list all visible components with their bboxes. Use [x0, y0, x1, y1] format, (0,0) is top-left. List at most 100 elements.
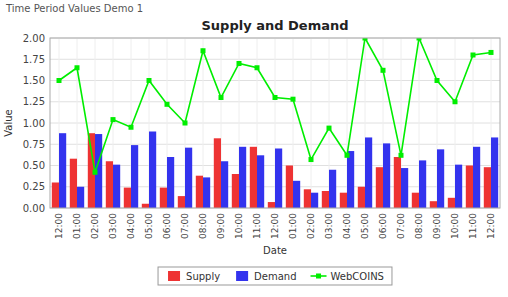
bar — [376, 167, 383, 208]
x-grid-line — [311, 38, 312, 208]
bar — [239, 147, 246, 208]
marker — [453, 99, 458, 104]
x-tick-label: 06:00 — [378, 213, 388, 239]
y-tick-label: 1.25 — [23, 96, 45, 107]
bar — [286, 166, 293, 209]
plot-area — [50, 38, 500, 208]
bar — [124, 188, 131, 208]
x-tick-label: 09:00 — [216, 213, 226, 239]
bar — [185, 148, 192, 208]
bar — [448, 198, 455, 208]
bar — [275, 149, 282, 209]
y-tick-label: 2.00 — [23, 33, 45, 44]
x-tick-label: 01:00 — [288, 213, 298, 239]
bar — [322, 191, 329, 208]
marker — [309, 157, 314, 162]
bar — [491, 137, 498, 208]
marker — [489, 50, 494, 55]
bar — [178, 196, 185, 208]
bar — [304, 189, 311, 208]
bar — [113, 165, 120, 208]
bar — [149, 132, 156, 209]
y-tick-label: 0.75 — [23, 139, 45, 150]
y-tick-label: 1.75 — [23, 54, 45, 65]
x-tick-label: 12:00 — [54, 213, 64, 239]
x-tick-label: 11:00 — [252, 213, 262, 239]
chart: Time Period Values Demo 1 Supply and Dema… — [0, 0, 508, 297]
x-tick-label: 01:00 — [72, 213, 82, 239]
annotation: Time Period Values Demo 1 — [5, 3, 143, 14]
marker — [435, 78, 440, 83]
marker — [273, 95, 278, 100]
x-tick-label: 11:00 — [468, 213, 478, 239]
x-tick-label: 03:00 — [324, 213, 334, 239]
y-tick-label: 1.50 — [23, 75, 45, 86]
marker — [237, 61, 242, 66]
bar — [232, 174, 239, 208]
bar — [293, 181, 300, 208]
marker — [327, 126, 332, 131]
bar — [430, 201, 437, 208]
x-tick-label: 03:00 — [108, 213, 118, 239]
marker — [255, 65, 260, 70]
bar — [394, 157, 401, 208]
bar — [250, 147, 257, 208]
title: Supply and Demand — [201, 18, 348, 33]
bar — [466, 166, 473, 209]
marks — [52, 38, 498, 208]
bar — [196, 176, 203, 208]
x-tick-label: 10:00 — [234, 213, 244, 239]
marker — [219, 95, 224, 100]
x-tick-label: 08:00 — [414, 213, 424, 239]
bar — [455, 165, 462, 208]
bar — [358, 187, 365, 208]
marker — [165, 102, 170, 107]
x-tick-label: 02:00 — [306, 213, 316, 239]
legend-swatch — [236, 271, 248, 281]
marker — [75, 65, 80, 70]
x-tick-label: 04:00 — [126, 213, 136, 239]
marker — [345, 153, 350, 158]
line — [59, 38, 491, 172]
x-tick-label: 02:00 — [90, 213, 100, 239]
bar — [401, 168, 408, 208]
marker — [399, 153, 404, 158]
bar — [347, 151, 354, 208]
bar — [268, 202, 275, 208]
marker — [129, 125, 134, 130]
legend-swatch — [316, 274, 321, 279]
x-tick-label: 07:00 — [180, 213, 190, 239]
y-tick-label: 0.25 — [23, 181, 45, 192]
x-tick-label: 10:00 — [450, 213, 460, 239]
x-tick-label: 12:00 — [270, 213, 280, 239]
bar — [52, 183, 59, 209]
bar — [340, 193, 347, 208]
y-axis-label: Value — [3, 109, 14, 136]
bar — [473, 147, 480, 208]
marker — [201, 48, 206, 53]
bar — [419, 160, 426, 208]
y-tick-label: 0.00 — [23, 203, 45, 214]
x-tick-label: 05:00 — [360, 213, 370, 239]
plot-frame — [50, 38, 500, 208]
marker — [147, 78, 152, 83]
bar — [203, 177, 210, 208]
marker — [111, 117, 116, 122]
marker — [471, 53, 476, 58]
bar — [383, 143, 390, 208]
bar — [142, 204, 149, 208]
bar — [59, 133, 66, 208]
bar — [160, 188, 167, 208]
x-tick-label: 08:00 — [198, 213, 208, 239]
marker — [291, 97, 296, 102]
bar — [484, 167, 491, 208]
legend-label: Demand — [254, 271, 296, 282]
marker — [93, 170, 98, 175]
bar — [167, 157, 174, 208]
bar — [106, 161, 113, 208]
bar — [412, 193, 419, 208]
bar — [329, 170, 336, 208]
legend-label: Supply — [186, 271, 220, 282]
bar — [365, 137, 372, 208]
bar — [77, 187, 84, 208]
